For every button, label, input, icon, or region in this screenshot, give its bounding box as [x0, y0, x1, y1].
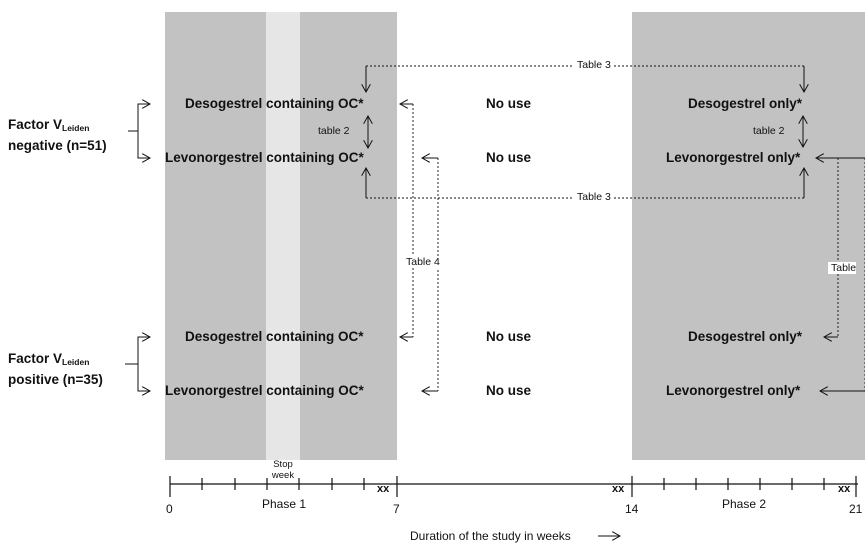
- phase1-neg-desogestrel: Desogestrel containing OC*: [185, 96, 364, 111]
- washout-pos-deso: No use: [486, 329, 532, 344]
- axis-break-mark-1: xx: [377, 483, 390, 495]
- axis-break-mark-3: xx: [838, 483, 851, 495]
- phase2-pos-desogestrel: Desogestrel only*: [688, 329, 803, 344]
- phase2-neg-desogestrel: Desogestrel only*: [688, 96, 803, 111]
- table3-top-label: Table 3: [574, 59, 614, 71]
- phase1-pos-levonorgestrel: Levonorgestrel containing OC*: [165, 383, 364, 398]
- phase1-neg-levonorgestrel: Levonorgestrel containing OC*: [165, 150, 364, 165]
- table3-bottom-label: Table 3: [574, 191, 614, 203]
- washout-neg-levo: No use: [486, 150, 532, 165]
- table4-label: Table 4: [403, 256, 443, 268]
- negative-group-label: Factor VLeiden negative (n=51): [8, 117, 107, 153]
- phase2-panel: [632, 12, 865, 460]
- table-right-connector: [837, 158, 865, 391]
- table-right-label: Table: [828, 262, 857, 274]
- stop-week-band: [266, 12, 300, 460]
- positive-group-label: Factor VLeiden positive (n=35): [8, 351, 103, 387]
- axis-tick-14: 14: [625, 502, 639, 516]
- table2-left-label: table 2: [318, 125, 350, 137]
- phase1-pos-desogestrel: Desogestrel containing OC*: [185, 329, 364, 344]
- phase1-axis-label: Phase 1: [262, 497, 307, 511]
- axis-title: Duration of the study in weeks: [410, 529, 571, 543]
- axis-break-mark-2: xx: [612, 483, 625, 495]
- table2-right-label: table 2: [753, 125, 785, 137]
- negative-group-bracket: [128, 104, 150, 158]
- washout-pos-levo: No use: [486, 383, 532, 398]
- washout-neg-deso: No use: [486, 96, 532, 111]
- phase2-pos-levonorgestrel: Levonorgestrel only*: [666, 383, 801, 398]
- phase2-axis-label: Phase 2: [722, 497, 767, 511]
- time-axis: [169, 476, 858, 497]
- axis-tick-21: 21: [849, 502, 863, 516]
- axis-tick-0: 0: [166, 502, 173, 516]
- phase2-neg-levonorgestrel: Levonorgestrel only*: [666, 150, 801, 165]
- positive-group-bracket: [125, 337, 150, 391]
- stop-week-label: Stop week: [271, 459, 295, 481]
- table4-connector: [412, 104, 439, 391]
- axis-tick-7: 7: [393, 502, 400, 516]
